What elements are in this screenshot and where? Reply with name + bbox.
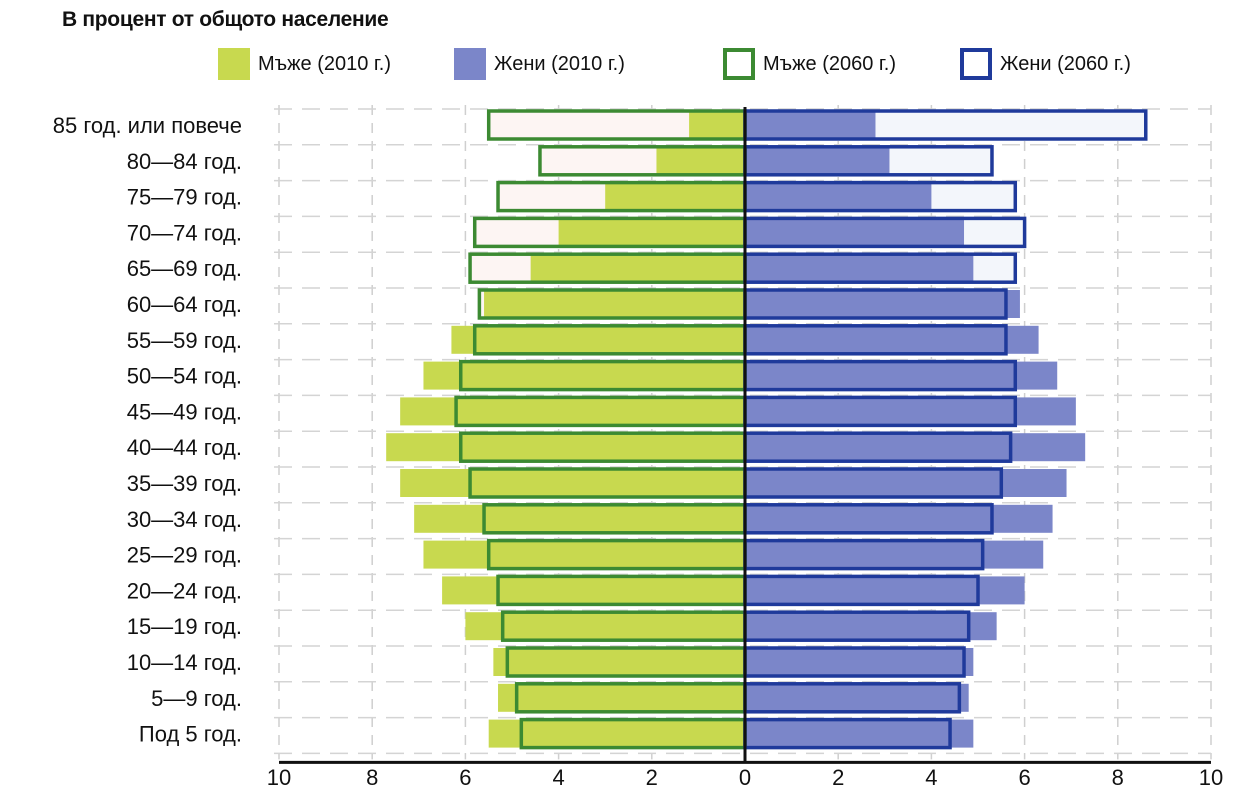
- bar-men-2010: [530, 254, 745, 283]
- bar-men-2010: [386, 433, 745, 462]
- bar-women-2010: [745, 433, 1086, 462]
- bar-women-2010: [745, 683, 969, 712]
- x-tick-label: 4: [925, 765, 937, 787]
- age-group-label: 25—29 год.: [127, 543, 242, 568]
- x-tick-label: 4: [552, 765, 564, 787]
- bar-men-2010: [400, 469, 745, 497]
- bar-women-2010: [745, 612, 997, 641]
- bar-women-2010: [745, 361, 1058, 390]
- age-group-label: 60—64 год.: [127, 292, 242, 317]
- legend-label-women-2060: Жени (2060 г.): [1000, 52, 1131, 75]
- bar-men-2010: [451, 325, 745, 354]
- age-group-label: 80—84 год.: [127, 149, 242, 174]
- x-tick-label: 6: [459, 765, 471, 787]
- bar-women-2010: [745, 290, 1020, 318]
- bar-women-2010: [745, 648, 974, 676]
- age-group-label: 35—39 год.: [127, 471, 242, 496]
- legend-swatch-men-2010: [218, 48, 250, 80]
- bar-men-2010: [465, 612, 745, 641]
- age-group-label: Под 5 год.: [139, 722, 242, 747]
- legend-label-men-2060: Мъже (2060 г.): [763, 52, 896, 75]
- bar-men-2010: [414, 504, 745, 533]
- legend-swatch-men-2060: [723, 48, 755, 80]
- bar-men-2010: [400, 397, 745, 426]
- age-group-label: 40—44 год.: [127, 435, 242, 460]
- bar-men-2010: [498, 683, 745, 712]
- x-tick-label: 2: [832, 765, 844, 787]
- bar-women-2010: [745, 182, 932, 211]
- bar-women-2010: [745, 719, 974, 748]
- bar-women-2010: [745, 218, 965, 247]
- bar-women-2010: [745, 540, 1044, 569]
- legend-label-women-2010: Жени (2010 г.): [494, 52, 625, 75]
- legend-swatch-women-2010: [454, 48, 486, 80]
- bar-men-2010: [493, 648, 745, 676]
- age-group-label: 5—9 год.: [151, 686, 242, 711]
- bar-men-2010: [605, 182, 745, 211]
- chart-subtitle: В процент от общото население: [62, 8, 389, 31]
- age-group-label: 45—49 год.: [127, 399, 242, 424]
- age-group-label: 20—24 год.: [127, 578, 242, 603]
- bar-men-2010: [484, 290, 745, 318]
- bar-women-2010: [745, 146, 890, 175]
- bar-women-2010: [745, 576, 1025, 605]
- age-group-label: 70—74 год.: [127, 220, 242, 245]
- bar-men-2010: [423, 361, 745, 390]
- bar-men-2010: [442, 576, 745, 605]
- bar-women-2010: [745, 397, 1076, 426]
- bar-men-2010: [689, 111, 745, 139]
- bar-women-2010: [745, 469, 1067, 497]
- age-group-label: 55—59 год.: [127, 328, 242, 353]
- age-group-label: 15—19 год.: [127, 614, 242, 639]
- age-group-label: 75—79 год.: [127, 185, 242, 210]
- bar-women-2010: [745, 254, 974, 283]
- legend: Мъже (2010 г.) Жени (2010 г.) Мъже (2060…: [218, 46, 1218, 82]
- legend-item-women-2010: Жени (2010 г.): [454, 46, 625, 82]
- age-group-label: 65—69 год.: [127, 256, 242, 281]
- bar-women-2010: [745, 325, 1039, 354]
- legend-item-women-2060: Жени (2060 г.): [960, 46, 1131, 82]
- x-tick-label: 10: [1199, 765, 1223, 787]
- legend-label-men-2010: Мъже (2010 г.): [258, 52, 391, 75]
- x-tick-label: 8: [366, 765, 378, 787]
- x-tick-label: 10: [267, 765, 291, 787]
- age-group-label: 50—54 год.: [127, 364, 242, 389]
- legend-item-men-2060: Мъже (2060 г.): [723, 46, 896, 82]
- x-tick-label: 6: [1018, 765, 1030, 787]
- legend-item-men-2010: Мъже (2010 г.): [218, 46, 391, 82]
- bar-women-2010: [745, 111, 876, 139]
- age-group-label: 85 год. или повече: [53, 113, 242, 138]
- age-group-label: 30—34 год.: [127, 507, 242, 532]
- legend-swatch-women-2060: [960, 48, 992, 80]
- x-tick-label: 2: [646, 765, 658, 787]
- bar-men-2010: [558, 218, 745, 247]
- x-tick-label: 8: [1112, 765, 1124, 787]
- bar-men-2010: [423, 540, 745, 569]
- age-group-label: 10—14 год.: [127, 650, 242, 675]
- bar-men-2010: [656, 146, 745, 175]
- x-tick-label: 0: [739, 765, 751, 787]
- bar-women-2010: [745, 504, 1053, 533]
- bar-men-2010: [488, 719, 745, 748]
